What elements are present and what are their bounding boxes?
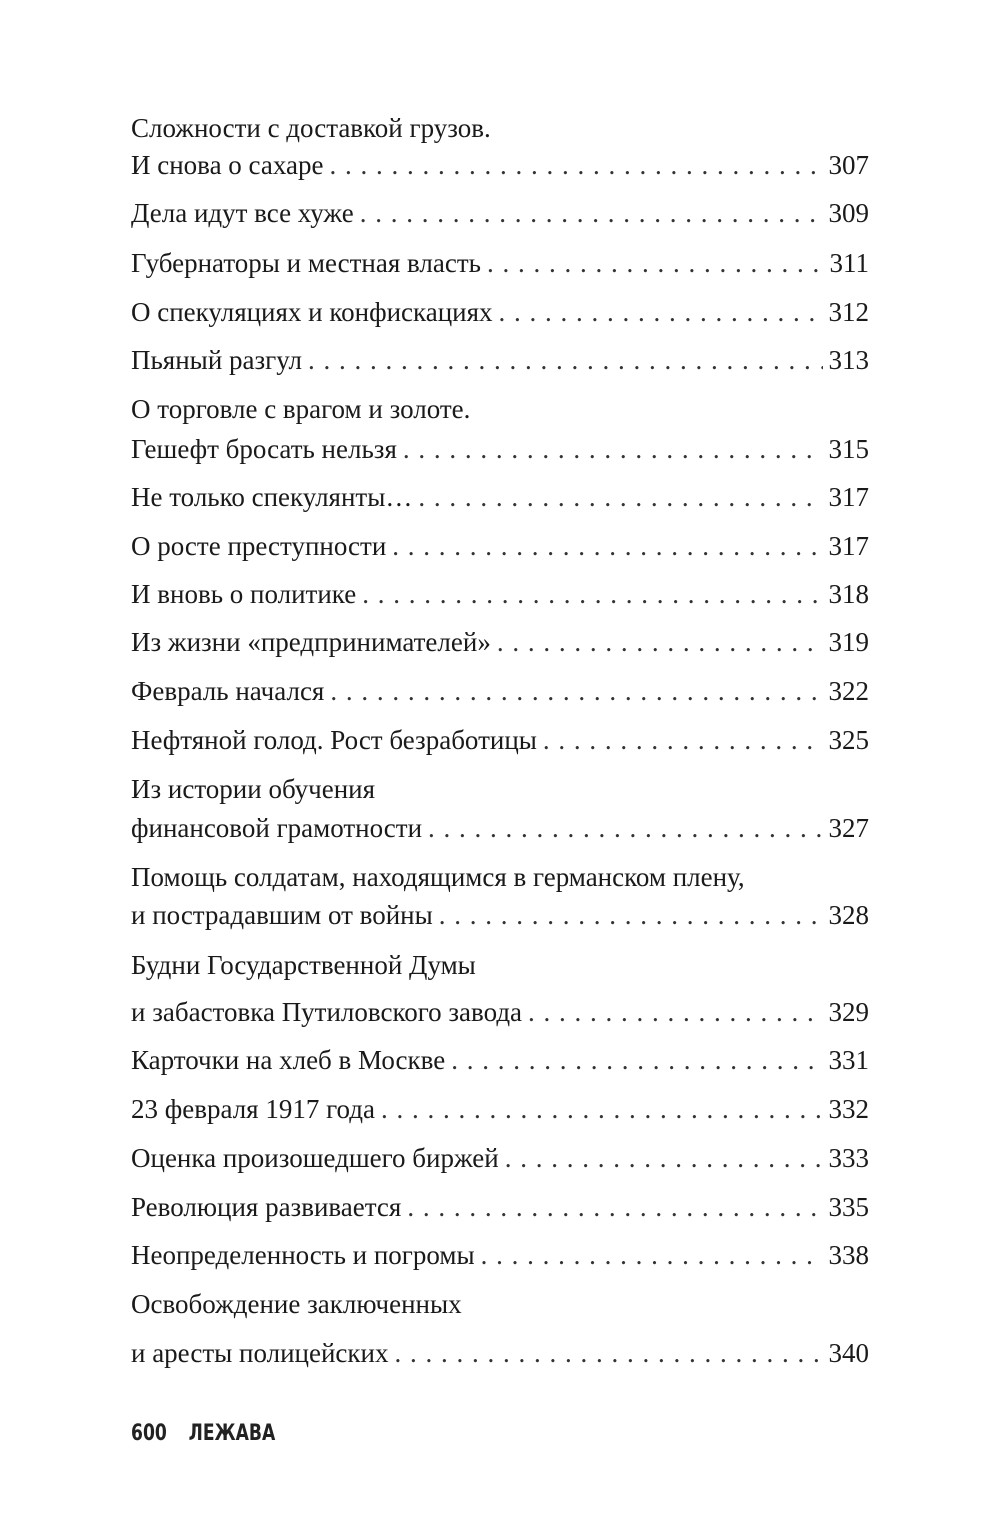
toc-entry-line: О торговле с врагом и золоте.	[131, 391, 869, 427]
dot-leader	[308, 345, 822, 376]
toc-entry-title: Из жизни «предпринимателей»	[131, 626, 491, 657]
page-footer: 600 ЛЕЖАВА	[131, 1421, 275, 1446]
toc-entry-title: Революция развивается	[131, 1191, 402, 1222]
toc-page-number: 317	[828, 530, 870, 561]
dot-leader	[330, 676, 822, 707]
toc-entry-title: Помощь солдатам, находящимся в германско…	[131, 861, 745, 892]
toc-entry-line: О спекуляциях и конфискациях 312	[131, 294, 869, 330]
dot-leader	[451, 1045, 822, 1076]
running-head: ЛЕЖАВА	[188, 1421, 276, 1446]
toc-page-number: 317	[828, 481, 870, 512]
dot-leader	[505, 1143, 823, 1174]
toc-entry-line: и аресты полицейских 340	[131, 1335, 869, 1371]
toc-entry-line: Будни Государственной Думы	[131, 947, 869, 983]
dot-leader	[407, 1192, 822, 1223]
toc-page-number: 335	[828, 1191, 870, 1222]
toc-entry-line: Сложности с доставкой грузов.	[131, 110, 869, 146]
toc-entry-title: финансовой грамотности	[131, 812, 423, 843]
toc-entry-title: Не только спекулянты…	[131, 481, 413, 512]
toc-entry-line: Губернаторы и местная власть 311	[131, 245, 869, 281]
toc-entry-title: Губернаторы и местная власть	[131, 247, 481, 278]
toc-entry-line: Пьяный разгул 313	[131, 342, 869, 378]
toc-page-number: 325	[828, 724, 870, 755]
toc-page-number: 307	[828, 149, 870, 180]
toc-entry-title: 23 февраля 1917 года	[131, 1093, 375, 1124]
toc-entry-line: 23 февраля 1917 года 332	[131, 1091, 869, 1127]
toc-entry-line: Не только спекулянты… 317	[131, 479, 869, 515]
toc-entry-line: и пострадавшим от войны 328	[131, 897, 869, 933]
dot-leader	[428, 813, 822, 844]
dot-leader	[487, 248, 824, 279]
toc-page-number: 329	[828, 996, 870, 1027]
dot-leader	[329, 150, 822, 181]
toc-entry-title: О торговле с врагом и золоте.	[131, 393, 471, 424]
toc-entry-title: И вновь о политике	[131, 578, 357, 609]
toc-entry-line: Революция развивается 335	[131, 1189, 869, 1225]
toc-entry-line: Из жизни «предпринимателей» 319	[131, 624, 869, 660]
toc-entry-title: Неопределенность и погромы	[131, 1239, 475, 1270]
dot-leader	[499, 297, 823, 328]
dot-leader	[394, 1338, 822, 1369]
toc-page-number: 328	[828, 899, 870, 930]
toc-page-number: 327	[828, 812, 870, 843]
toc-page-number: 313	[828, 344, 870, 375]
toc-entry-title: Оценка произошедшего биржей	[131, 1142, 499, 1173]
toc-entry-line: И вновь о политике 318	[131, 576, 869, 612]
toc-page-number: 331	[828, 1044, 870, 1075]
toc-entry-line: Карточки на хлеб в Москве 331	[131, 1042, 869, 1078]
toc-page-number: 318	[828, 578, 870, 609]
toc-entry-line: финансовой грамотности 327	[131, 810, 869, 846]
toc-entry-line: Неопределенность и погромы 338	[131, 1237, 869, 1273]
toc-entry-line: Гешефт бросать нельзя 315	[131, 431, 869, 467]
toc-entry-title: Из истории обучения	[131, 773, 376, 804]
toc-entry-title: Дела идут все хуже	[131, 197, 354, 228]
toc-entry-title: Карточки на хлеб в Москве	[131, 1044, 446, 1075]
dot-leader	[528, 997, 822, 1028]
page-number: 600	[131, 1421, 167, 1446]
toc-page-number: 332	[828, 1093, 870, 1124]
dot-leader	[497, 627, 823, 658]
dot-leader	[543, 725, 823, 756]
toc-entry-line: Февраль начался 322	[131, 673, 869, 709]
toc-entry-title: и забастовка Путиловского завода	[131, 996, 523, 1027]
dot-leader	[360, 198, 823, 229]
dot-leader	[418, 482, 822, 513]
toc-entry-title: Пьяный разгул	[131, 344, 303, 375]
dot-leader	[439, 900, 823, 931]
toc-entry-line: Оценка произошедшего биржей 333	[131, 1140, 869, 1176]
toc-page-number: 309	[828, 197, 870, 228]
toc-entry-line: Нефтяной голод. Рост безработицы 325	[131, 722, 869, 758]
dot-leader	[481, 1240, 823, 1271]
toc-entry-title: Будни Государственной Думы	[131, 949, 476, 980]
toc-page-number: 338	[828, 1239, 870, 1270]
toc-entry-title: Гешефт бросать нельзя	[131, 433, 397, 464]
toc-entry-line: Дела идут все хуже 309	[131, 195, 869, 231]
toc-entry-title: Сложности с доставкой грузов.	[131, 112, 491, 143]
dot-leader	[392, 531, 822, 562]
toc-page-number: 311	[829, 247, 870, 278]
toc-page-number: 333	[828, 1142, 870, 1173]
dot-leader	[362, 579, 822, 610]
toc-entry-line: Из истории обучения	[131, 771, 869, 807]
toc-entry-title: и аресты полицейских	[131, 1337, 389, 1368]
toc-entry-line: И снова о сахаре 307	[131, 147, 869, 183]
toc-entry-line: Помощь солдатам, находящимся в германско…	[131, 859, 869, 895]
dot-leader	[381, 1094, 823, 1125]
toc-page-number: 315	[828, 433, 870, 464]
toc-page-number: 312	[828, 296, 870, 327]
toc-entry-line: и забастовка Путиловского завода 329	[131, 994, 869, 1030]
toc-entry-title: и пострадавшим от войны	[131, 899, 433, 930]
toc-page-number: 340	[828, 1337, 870, 1368]
toc-entry-title: И снова о сахаре	[131, 149, 324, 180]
toc-page-number: 322	[828, 675, 870, 706]
dot-leader	[403, 434, 823, 465]
toc-entry-line: Освобождение заключенных	[131, 1286, 869, 1322]
toc-page-number: 319	[828, 626, 870, 657]
toc-entry-title: О спекуляциях и конфискациях	[131, 296, 493, 327]
toc-entry-line: О росте преступности 317	[131, 528, 869, 564]
toc-entry-title: Нефтяной голод. Рост безработицы	[131, 724, 537, 755]
toc-entry-title: О росте преступности	[131, 530, 387, 561]
toc-entry-title: Освобождение заключенных	[131, 1288, 462, 1319]
toc-entry-title: Февраль начался	[131, 675, 325, 706]
